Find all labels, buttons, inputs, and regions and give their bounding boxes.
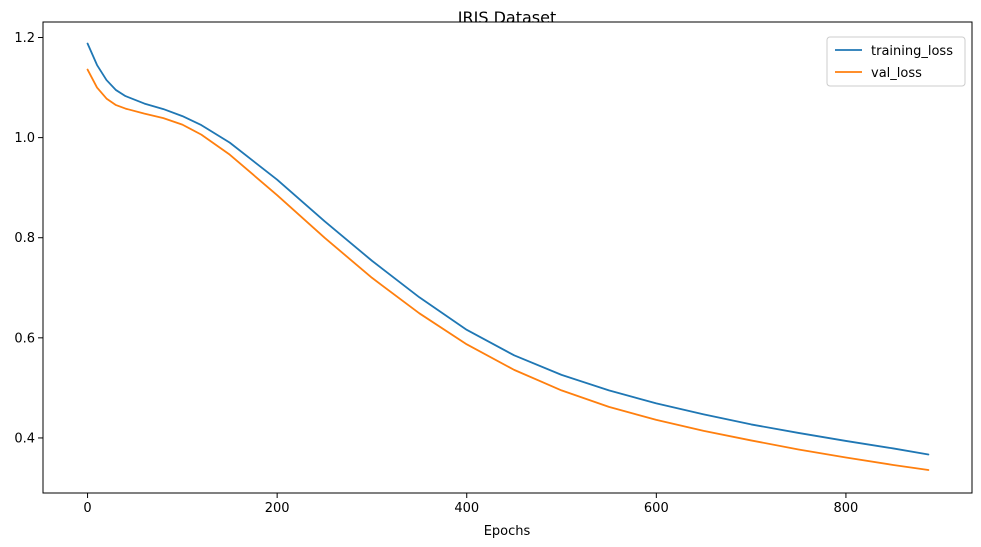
- legend-label-training_loss: training_loss: [871, 44, 953, 59]
- legend-label-val_loss: val_loss: [871, 66, 922, 81]
- y-tick-label: 0.6: [14, 331, 35, 346]
- x-axis-ticks: 0 200 400 600 800: [83, 493, 858, 516]
- plot-area: 0 200 400 600 800 0.4 0.6 0.8 1.0 1.2: [14, 21, 973, 516]
- x-axis-label: Epochs: [484, 524, 531, 539]
- series-layer: [86, 42, 930, 471]
- x-tick-label: 0: [83, 501, 91, 516]
- x-tick-label: 800: [834, 501, 859, 516]
- legend-items: training_loss val_loss: [835, 44, 953, 81]
- y-tick-label: 0.4: [14, 431, 35, 446]
- axes-frame: [42, 21, 973, 494]
- y-tick-label: 1.0: [14, 131, 35, 146]
- y-tick-label: 1.2: [14, 31, 35, 46]
- x-tick-label: 600: [644, 501, 669, 516]
- x-tick-label: 200: [265, 501, 290, 516]
- y-axis-ticks: 0.4 0.6 0.8 1.0 1.2: [14, 31, 43, 446]
- x-tick-label: 400: [454, 501, 479, 516]
- series-line-val_loss: [86, 68, 930, 471]
- legend: training_loss val_loss: [826, 36, 966, 87]
- series-line-training_loss: [86, 42, 930, 456]
- y-tick-label: 0.8: [14, 231, 35, 246]
